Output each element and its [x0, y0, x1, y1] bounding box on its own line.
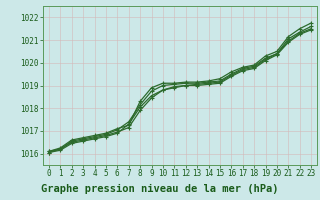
- Text: Graphe pression niveau de la mer (hPa): Graphe pression niveau de la mer (hPa): [41, 184, 279, 194]
